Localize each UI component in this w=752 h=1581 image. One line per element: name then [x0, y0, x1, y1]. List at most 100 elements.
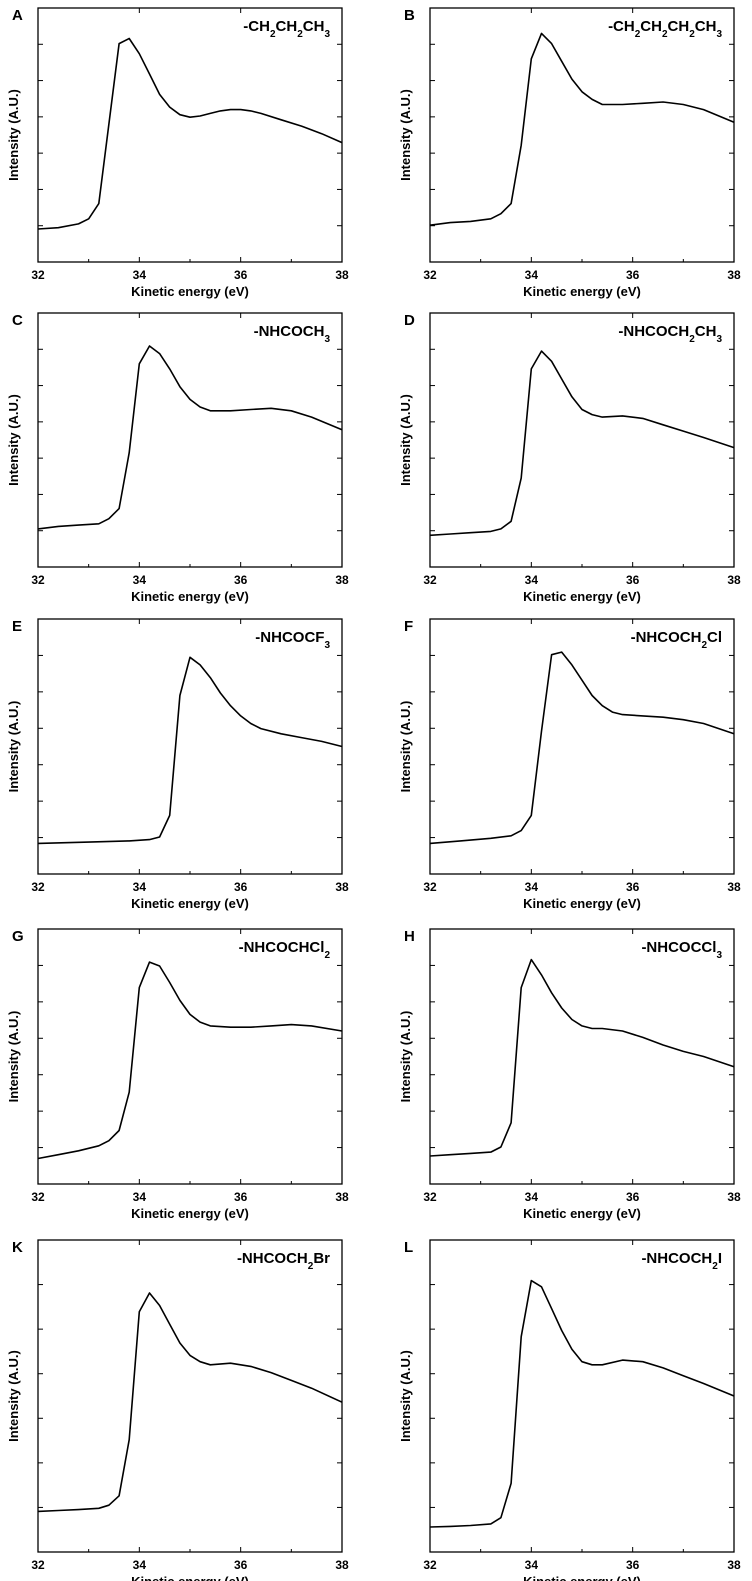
label-part: I — [718, 1250, 722, 1267]
x-tick-label: 32 — [423, 1558, 437, 1572]
spectrum-line — [37, 656, 343, 845]
label-part: -NHCOCH — [641, 1250, 712, 1267]
y-axis-title: Intensity (A.U.) — [398, 701, 413, 793]
plot-frame — [37, 1239, 343, 1553]
panel-letter: A — [12, 7, 23, 24]
x-tick-label: 34 — [525, 880, 539, 894]
panel-letter: L — [404, 1239, 413, 1256]
label-part: CH — [303, 18, 325, 35]
x-tick-label: 38 — [727, 1190, 741, 1204]
y-axis-title: Intensity (A.U.) — [398, 1011, 413, 1103]
x-axis-title: Kinetic energy (eV) — [131, 896, 249, 911]
panel-l: L 32 34 36 38 Kinetic energy (eV) Intensity (A… — [398, 1239, 741, 1581]
spectrum-line — [429, 350, 735, 537]
label-part: CH — [695, 18, 717, 35]
x-tick-label: 36 — [626, 1558, 640, 1572]
x-tick-label: 34 — [525, 268, 539, 282]
subscript: 2 — [701, 640, 707, 651]
y-axis-title: Intensity (A.U.) — [398, 394, 413, 486]
spectrum-line — [429, 958, 735, 1157]
plot-frame — [37, 928, 343, 1185]
x-tick-label: 32 — [31, 1558, 45, 1572]
subscript: 3 — [324, 334, 330, 345]
x-tick-label: 34 — [525, 1190, 539, 1204]
panel-c: C 32 34 36 38 Kinetic energy (eV) Intensity (A… — [6, 312, 349, 604]
plot-frame — [429, 618, 735, 875]
compound-label: -NHCOCF3 — [255, 629, 330, 651]
subscript: 3 — [716, 334, 722, 345]
spectrum-line — [37, 345, 343, 530]
x-tick-label: 38 — [335, 1190, 349, 1204]
plot-frame — [37, 312, 343, 568]
panel-h: H 32 34 36 38 Kinetic energy (eV) Intensity (A… — [398, 928, 741, 1221]
y-axis-title: Intensity (A.U.) — [6, 394, 21, 486]
compound-label: -NHCOCH2Cl — [631, 629, 722, 651]
panel-letter: H — [404, 928, 415, 945]
x-axis-title: Kinetic energy (eV) — [523, 1574, 641, 1581]
x-tick-label: 32 — [31, 268, 45, 282]
subscript: 2 — [635, 29, 641, 40]
y-axis-title: Intensity (A.U.) — [6, 1011, 21, 1103]
x-tick-label: 38 — [727, 268, 741, 282]
label-part: CH — [695, 323, 717, 340]
x-tick-label: 38 — [727, 880, 741, 894]
panel-g: G 32 34 36 38 Kinetic energy (eV) Intensity (A… — [6, 928, 349, 1221]
x-tick-label: 34 — [133, 268, 147, 282]
subscript: 2 — [712, 1261, 718, 1272]
x-tick-label: 38 — [727, 1558, 741, 1572]
x-tick-label: 32 — [423, 268, 437, 282]
x-axis-title: Kinetic energy (eV) — [523, 1206, 641, 1221]
x-tick-label: 32 — [423, 1190, 437, 1204]
x-axis-title: Kinetic energy (eV) — [523, 284, 641, 299]
x-tick-label: 34 — [525, 573, 539, 587]
panel-letter: F — [404, 618, 413, 635]
panel-e: E 32 34 36 38 Kinetic energy (eV) Intensity (A… — [6, 618, 349, 911]
subscript: 3 — [324, 29, 330, 40]
compound-label: -NHCOCH2CH3 — [618, 323, 722, 345]
x-tick-label: 32 — [31, 880, 45, 894]
spectrum-line — [429, 651, 735, 845]
y-axis-title: Intensity (A.U.) — [6, 701, 21, 793]
x-axis-title: Kinetic energy (eV) — [523, 589, 641, 604]
label-part: -NHCOCH — [237, 1250, 308, 1267]
plot-frame — [429, 1239, 735, 1553]
x-tick-label: 38 — [727, 573, 741, 587]
x-tick-label: 36 — [626, 573, 640, 587]
x-tick-label: 34 — [133, 573, 147, 587]
label-part: -NHCOCHCl — [239, 939, 325, 956]
compound-label: -NHCOCCl3 — [641, 939, 722, 961]
label-part: -NHCOCH — [618, 323, 689, 340]
panel-letter: B — [404, 7, 415, 24]
compound-label: -CH2CH2CH2CH3 — [608, 18, 722, 40]
x-tick-label: 36 — [234, 880, 248, 894]
label-part: CH — [276, 18, 298, 35]
label-part: -NHCOCH — [254, 323, 325, 340]
subscript: 2 — [662, 29, 668, 40]
label-part: CH — [668, 18, 690, 35]
y-axis-title: Intensity (A.U.) — [398, 1350, 413, 1442]
x-tick-label: 34 — [133, 1190, 147, 1204]
panel-letter: G — [12, 928, 24, 945]
plot-frame — [429, 7, 735, 263]
x-tick-label: 32 — [31, 573, 45, 587]
subscript: 3 — [716, 950, 722, 961]
label-part: -NHCOCCl — [641, 939, 716, 956]
x-tick-label: 36 — [234, 1190, 248, 1204]
plot-frame — [37, 7, 343, 263]
panel-k: K 32 34 36 38 Kinetic energy (eV) Intensity (A… — [6, 1239, 349, 1581]
spectrum-line — [429, 32, 735, 226]
panel-f: F 32 34 36 38 Kinetic energy (eV) Intensity (A… — [398, 618, 741, 911]
compound-label: -NHCOCH2I — [641, 1250, 722, 1272]
panel-letter: E — [12, 618, 22, 635]
plot-frame — [429, 928, 735, 1185]
compound-label: -NHCOCHCl2 — [239, 939, 331, 961]
x-tick-label: 38 — [335, 268, 349, 282]
plot-frame — [429, 312, 735, 568]
spectrum-line — [37, 37, 343, 230]
panel-letter: D — [404, 312, 415, 329]
compound-label: -NHCOCH2Br — [237, 1250, 330, 1272]
